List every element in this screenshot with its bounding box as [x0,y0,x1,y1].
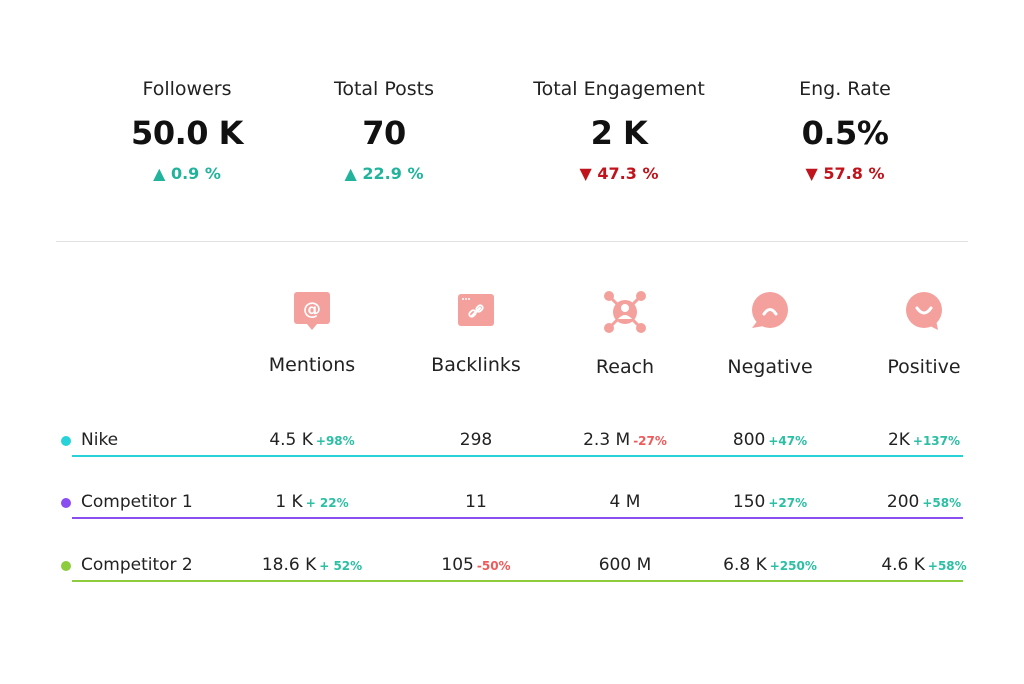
legend-dot [61,498,71,508]
triangle-up-icon: ▲ [344,164,357,183]
triangle-down-icon: ▼ [579,164,592,183]
cell-delta: +47% [768,434,808,448]
cell-value: 1 K [275,492,303,512]
cell-delta: + 52% [319,559,363,573]
column-header-backlinks: Backlinks [396,290,556,376]
svg-text:@: @ [303,299,321,320]
cell-value: 4.5 K [269,430,313,450]
stat-label: Eng. Rate [799,78,891,100]
cell-delta: +58% [927,559,967,573]
cell-value: 298 [459,430,493,450]
cell-value: 800 [732,430,766,450]
cell-delta: +27% [768,496,808,510]
column-label: Reach [595,356,655,378]
stat-change-value: 22.9 % [362,164,424,183]
cell-reach: 2.3 M -27% [545,430,705,450]
cell-delta: -27% [633,434,667,448]
stat-change: ▼ 47.3 % [499,164,739,183]
stat-label: Total Posts [333,78,435,100]
cell-reach: 600 M [545,555,705,575]
stat-1: Total Posts 70 ▲ 22.9 % [264,78,504,183]
cell-backlinks: 298 [396,430,556,450]
network-person-icon [545,290,705,334]
cell-positive: 4.6 K +58% [844,555,1004,575]
cell-negative: 150 +27% [690,492,850,512]
column-label: Mentions [268,354,356,376]
cell-value: 105 [441,555,474,575]
triangle-up-icon: ▲ [153,164,166,183]
cell-value: 18.6 K [261,555,317,575]
stat-change-value: 0.9 % [170,164,221,183]
cell-positive: 200 +58% [844,492,1004,512]
stat-0: Followers 50.0 K ▲ 0.9 % [67,78,307,183]
cell-reach: 4 M [545,492,705,512]
stat-value: 0.5% [801,114,889,152]
cell-value: 4.6 K [881,555,925,575]
cell-value: 2K [887,430,910,450]
cell-value: 6.8 K [723,555,767,575]
cell-delta: +250% [769,559,817,573]
cell-value: 200 [886,492,920,512]
happy-face-bubble-icon [844,290,1004,334]
stat-change-value: 57.8 % [823,164,885,183]
cell-delta: +98% [315,434,355,448]
stat-change-value: 47.3 % [597,164,659,183]
cell-negative: 6.8 K +250% [690,555,850,575]
column-label: Backlinks [431,354,521,376]
cell-positive: 2K +137% [844,430,1004,450]
legend-dot [61,561,71,571]
stat-change: ▼ 57.8 % [725,164,965,183]
link-window-icon [396,290,556,332]
triangle-down-icon: ▼ [805,164,818,183]
table-row: Nike 4.5 K +98% 298 2.3 M -27% 800 +47% 2K +137% [0,427,1024,457]
cell-mentions: 1 K + 22% [232,492,392,512]
cell-delta: + 22% [305,496,349,510]
cell-delta: +58% [922,496,962,510]
cell-delta: -50% [476,559,511,573]
cell-value: 600 M [598,555,652,575]
row-name: Competitor 1 [81,492,193,512]
cell-value: 11 [465,492,487,512]
column-header-negative: Negative [690,290,850,378]
stat-value: 50.0 K [131,114,243,152]
cell-mentions: 4.5 K +98% [232,430,392,450]
column-label: Positive [887,356,961,378]
legend-dot [61,436,71,446]
stat-label: Followers [142,78,232,100]
cell-negative: 800 +47% [690,430,850,450]
row-name: Nike [81,430,119,450]
row-underline [72,580,963,582]
cell-delta: +137% [912,434,961,448]
stat-value: 2 K [590,114,648,152]
column-header-mentions: @ Mentions [232,290,392,376]
stat-change: ▲ 22.9 % [264,164,504,183]
column-label: Negative [727,356,813,378]
cell-value: 150 [732,492,766,512]
row-name: Competitor 2 [81,555,193,575]
stat-label: Total Engagement [533,78,705,100]
cell-value: 2.3 M [583,430,631,450]
row-underline [72,455,963,457]
stat-change: ▲ 0.9 % [67,164,307,183]
column-header-reach: Reach [545,290,705,378]
table-row: Competitor 2 18.6 K + 52% 105 -50% 600 M 6.8 K… [0,552,1024,582]
stat-2: Total Engagement 2 K ▼ 47.3 % [499,78,739,183]
divider [56,241,968,242]
cell-value: 4 M [609,492,641,512]
column-header-positive: Positive [844,290,1004,378]
row-underline [72,517,963,519]
stat-value: 70 [362,114,406,152]
cell-backlinks: 11 [396,492,556,512]
cell-backlinks: 105 -50% [396,555,556,575]
stat-3: Eng. Rate 0.5% ▼ 57.8 % [725,78,965,183]
cell-mentions: 18.6 K + 52% [232,555,392,575]
sad-face-bubble-icon [690,290,850,334]
at-speech-bubble-icon: @ [232,290,392,332]
